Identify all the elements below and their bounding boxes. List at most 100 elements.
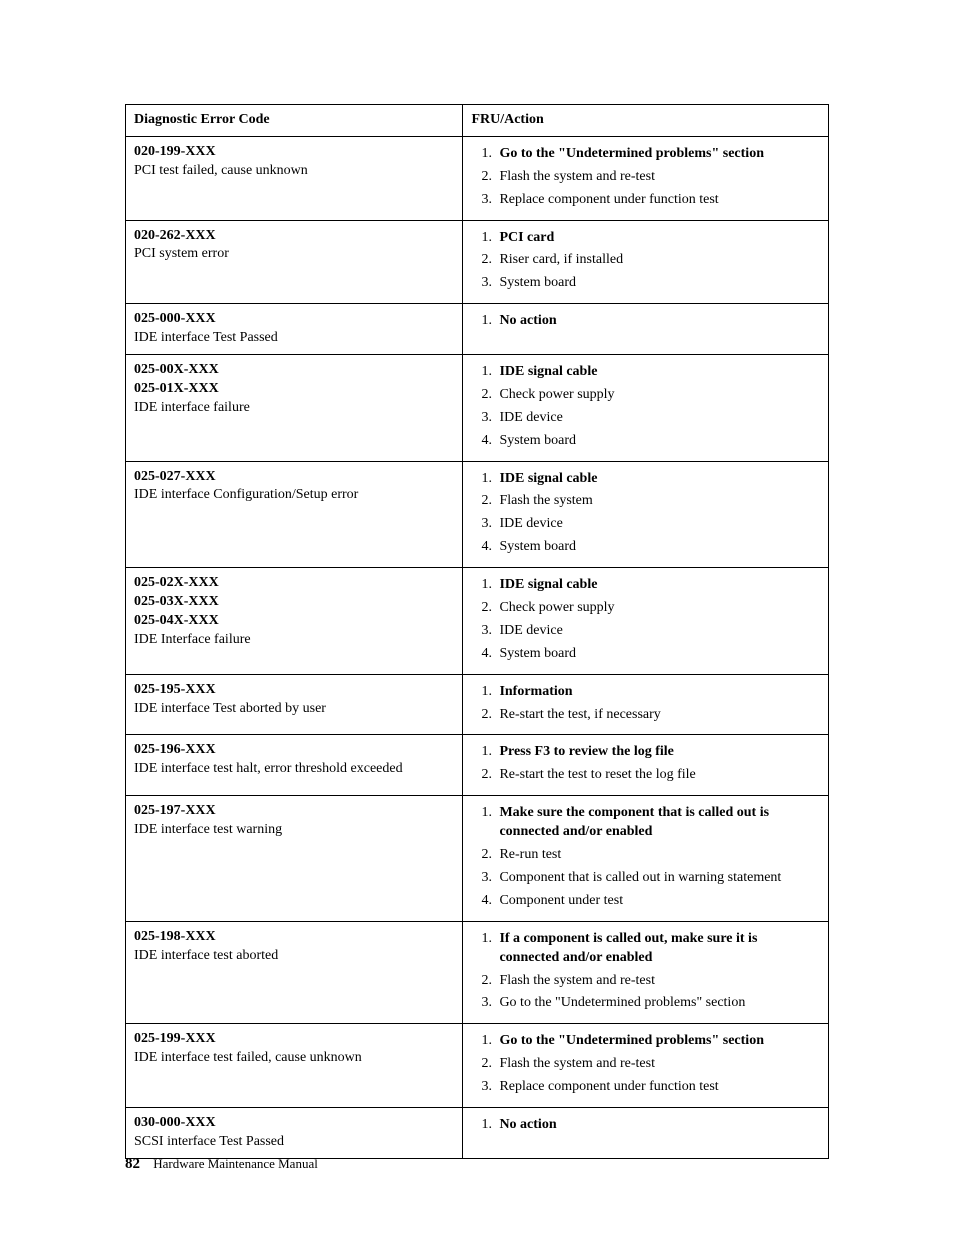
- action-text: System board: [499, 275, 576, 290]
- action-item: Re-start the test to reset the log file: [495, 766, 820, 785]
- action-item: System board: [495, 432, 820, 451]
- action-cell: PCI cardRiser card, if installedSystem b…: [463, 220, 829, 304]
- page-number: 82: [125, 1156, 140, 1172]
- error-description: IDE Interface failure: [134, 632, 251, 647]
- action-cell: IDE signal cableCheck power supplyIDE de…: [463, 355, 829, 462]
- error-code: 025-03X-XXX: [134, 593, 454, 612]
- action-list: Information Re-start the test, if necessa…: [471, 683, 820, 725]
- error-code: 025-199-XXX: [134, 1030, 454, 1049]
- action-text: IDE device: [499, 516, 562, 531]
- action-list: PCI cardRiser card, if installedSystem b…: [471, 229, 820, 294]
- action-cell: No action: [463, 1107, 829, 1158]
- action-text: System board: [499, 646, 576, 661]
- action-list: If a component is called out, make sure …: [471, 930, 820, 1014]
- error-code: 025-027-XXX: [134, 468, 454, 487]
- error-code-cell: 025-000-XXXIDE interface Test Passed: [126, 304, 463, 355]
- error-code-cell: 030-000-XXXSCSI interface Test Passed: [126, 1107, 463, 1158]
- action-text: Replace component under function test: [499, 192, 718, 207]
- action-cell: IDE signal cable Check power supply IDE de…: [463, 568, 829, 675]
- action-item: IDE signal cable: [495, 576, 820, 595]
- action-item: Flash the system: [495, 492, 820, 511]
- table-row: 025-197-XXXIDE interface test warning Mak…: [126, 796, 829, 921]
- action-text: Flash the system and re-test: [499, 1056, 655, 1071]
- action-item: Re-run test: [495, 846, 820, 865]
- action-cell: No action: [463, 304, 829, 355]
- action-list: IDE signal cable Flash the system IDE devi…: [471, 470, 820, 558]
- table-row: 020-199-XXXPCI test failed, cause unknow…: [126, 136, 829, 220]
- error-code-cell: 025-00X-XXX025-01X-XXXIDE interface fail…: [126, 355, 463, 462]
- error-code: 020-199-XXX: [134, 143, 454, 162]
- table-row: 025-02X-XXX025-03X-XXX025-04X-XXXIDE Int…: [126, 568, 829, 675]
- action-item: No action: [495, 312, 820, 331]
- header-fru-action: FRU/Action: [463, 105, 829, 137]
- action-text: IDE signal cable: [499, 577, 597, 592]
- action-text: Replace component under function test: [499, 1079, 718, 1094]
- action-item: Component under test: [495, 892, 820, 911]
- action-cell: Information Re-start the test, if necessa…: [463, 674, 829, 735]
- error-code-cell: 025-197-XXXIDE interface test warning: [126, 796, 463, 921]
- error-code-cell: 025-199-XXXIDE interface test failed, ca…: [126, 1024, 463, 1108]
- error-code: 030-000-XXX: [134, 1114, 454, 1133]
- action-item: Check power supply: [495, 599, 820, 618]
- error-code: 025-196-XXX: [134, 741, 454, 760]
- error-description: IDE interface Configuration/Setup error: [134, 487, 358, 502]
- action-item: Information: [495, 683, 820, 702]
- action-text: Flash the system and re-test: [499, 169, 655, 184]
- action-item: IDE device: [495, 622, 820, 641]
- error-code: 025-00X-XXX: [134, 361, 454, 380]
- error-description: IDE interface Test Passed: [134, 330, 278, 345]
- action-cell: Press F3 to review the log file Re-start …: [463, 735, 829, 796]
- action-text: Re-start the test, if necessary: [499, 707, 660, 722]
- error-code: 025-02X-XXX: [134, 574, 454, 593]
- action-text: IDE device: [499, 410, 562, 425]
- action-text: Go to the "Undetermined problems" sectio…: [499, 1033, 764, 1048]
- action-item: Re-start the test, if necessary: [495, 706, 820, 725]
- table-row: 020-262-XXXPCI system errorPCI cardRiser…: [126, 220, 829, 304]
- error-code-cell: 025-198-XXXIDE interface test aborted: [126, 921, 463, 1024]
- action-list: Make sure the component that is called o…: [471, 804, 820, 910]
- action-item: Flash the system and re-test: [495, 972, 820, 991]
- action-text: IDE signal cable: [499, 471, 597, 486]
- error-description: IDE interface test failed, cause unknown: [134, 1050, 362, 1065]
- action-item: System board: [495, 645, 820, 664]
- error-code-cell: 025-02X-XXX025-03X-XXX025-04X-XXXIDE Int…: [126, 568, 463, 675]
- action-text: Flash the system: [499, 493, 592, 508]
- action-item: Press F3 to review the log file: [495, 743, 820, 762]
- action-item: Flash the system and re-test: [495, 1055, 820, 1074]
- action-item: No action: [495, 1116, 820, 1135]
- action-item: Replace component under function test: [495, 1078, 820, 1097]
- action-cell: Go to the "Undetermined problems" sectio…: [463, 1024, 829, 1108]
- action-text: No action: [499, 313, 556, 328]
- table-row: 025-000-XXXIDE interface Test Passed No a…: [126, 304, 829, 355]
- action-text: Re-start the test to reset the log file: [499, 767, 695, 782]
- error-code-cell: 020-262-XXXPCI system error: [126, 220, 463, 304]
- error-code: 025-195-XXX: [134, 681, 454, 700]
- action-item: If a component is called out, make sure …: [495, 930, 820, 968]
- error-code-cell: 025-027-XXXIDE interface Configuration/S…: [126, 461, 463, 568]
- action-list: No action: [471, 312, 820, 331]
- action-item: Component that is called out in warning …: [495, 869, 820, 888]
- action-item: Make sure the component that is called o…: [495, 804, 820, 842]
- action-item: IDE device: [495, 515, 820, 534]
- error-code: 025-198-XXX: [134, 928, 454, 947]
- action-item: IDE signal cable: [495, 363, 820, 382]
- action-text: IDE device: [499, 623, 562, 638]
- table-row: 030-000-XXXSCSI interface Test Passed No …: [126, 1107, 829, 1158]
- action-text: Go to the "Undetermined problems" sectio…: [499, 995, 745, 1010]
- header-diagnostic-code: Diagnostic Error Code: [126, 105, 463, 137]
- table-row: 025-195-XXXIDE interface Test aborted by…: [126, 674, 829, 735]
- action-item: System board: [495, 538, 820, 557]
- error-code: 025-01X-XXX: [134, 380, 454, 399]
- diagnostic-error-table: Diagnostic Error Code FRU/Action 020-199…: [125, 104, 829, 1159]
- action-text: Go to the "Undetermined problems" sectio…: [499, 146, 764, 161]
- action-cell: IDE signal cable Flash the system IDE devi…: [463, 461, 829, 568]
- action-text: If a component is called out, make sure …: [499, 931, 757, 965]
- table-row: 025-199-XXXIDE interface test failed, ca…: [126, 1024, 829, 1108]
- error-code: 025-197-XXX: [134, 802, 454, 821]
- error-description: PCI test failed, cause unknown: [134, 163, 308, 178]
- action-cell: Make sure the component that is called o…: [463, 796, 829, 921]
- error-description: IDE interface failure: [134, 400, 250, 415]
- action-text: Press F3 to review the log file: [499, 744, 673, 759]
- error-code-cell: 020-199-XXXPCI test failed, cause unknow…: [126, 136, 463, 220]
- action-list: No action: [471, 1116, 820, 1135]
